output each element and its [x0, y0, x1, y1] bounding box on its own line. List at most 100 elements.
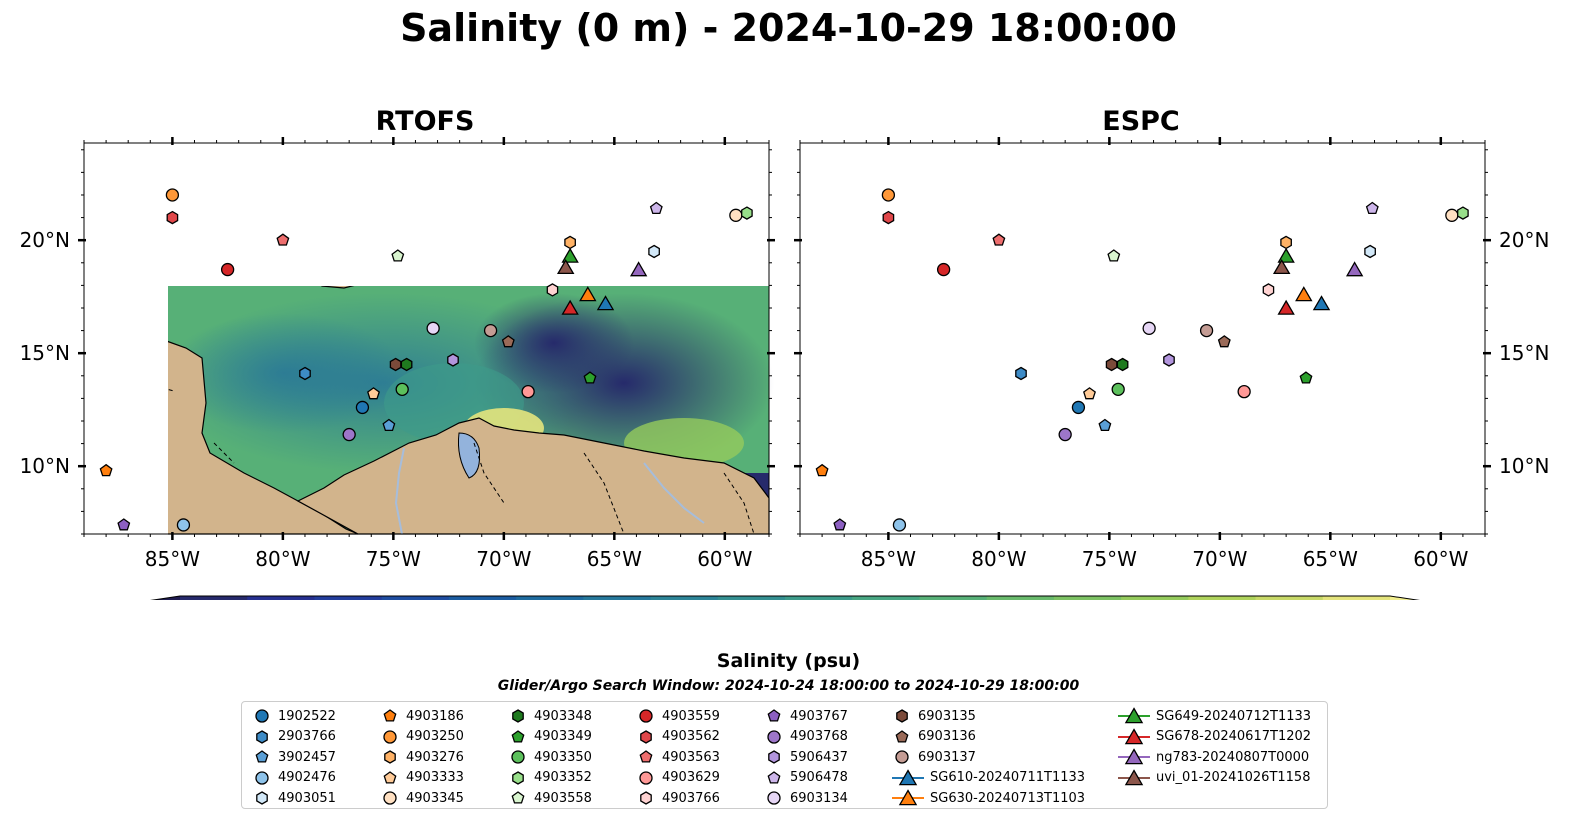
marker-4903276: [1280, 235, 1292, 250]
legend-label: 6903136: [918, 729, 976, 744]
colorbar-swatch: [1121, 596, 1189, 600]
legend-label: SG610-20240711T1133: [930, 770, 1086, 785]
legend-marker-icon: [256, 729, 268, 744]
marker-4903766: [1262, 283, 1275, 297]
legend-item: 4903349: [508, 727, 592, 747]
legend-marker-icon: [256, 791, 268, 805]
legend-marker-icon: [892, 768, 924, 785]
legend-marker-icon: [640, 791, 652, 805]
legend-item: 6903134: [764, 788, 848, 808]
marker-5906478: [649, 201, 663, 215]
marker-4903051: [648, 244, 660, 259]
legend-item: SG649-20240712T1133: [1118, 706, 1311, 726]
legend-marker-icon: [1118, 727, 1150, 744]
lat-tick-label-rtofs: 10°N: [20, 454, 70, 478]
legend-marker-shape: [512, 709, 524, 723]
lon-tick-label-espc: 65°W: [1303, 547, 1358, 571]
legend-item: 4903333: [380, 768, 464, 788]
legend-marker-icon: [639, 750, 653, 763]
marker-4903186: [99, 463, 113, 477]
marker-SG630-20240713T1103: [579, 286, 597, 302]
legend-marker-shape: [384, 750, 396, 764]
legend-item: 4903186: [380, 706, 464, 726]
colorbar-swatch: [381, 596, 450, 600]
legend-marker-icon: [895, 750, 909, 764]
legend-marker-icon: [896, 709, 908, 723]
legend-label: 6903135: [918, 708, 976, 724]
marker-4903768: [1058, 427, 1072, 442]
legend-marker-shape: [767, 709, 781, 722]
marker-4903558: [391, 249, 405, 262]
legend-item: uvi_01-20241026T1158: [1118, 768, 1310, 788]
legend-marker-shape: [1124, 768, 1144, 785]
lon-tick-label-rtofs: 65°W: [587, 547, 642, 571]
marker-SG610-20240711T1133: [596, 295, 615, 311]
legend-label: ng783-20240807T0000: [1156, 749, 1310, 765]
marker-SG630-20240713T1103: [1295, 286, 1313, 302]
marker-4903629: [521, 384, 535, 399]
marker-4903348: [1116, 357, 1129, 372]
legend-item: 5906478: [764, 768, 848, 788]
marker-4903559: [936, 262, 951, 277]
legend-label: 6903134: [790, 790, 848, 806]
marker-SG649-20240712T1133: [1277, 247, 1295, 263]
map-panel-rtofs: 85°W 80°W 75°W 70°W 65°W 60°W 20°N 15°N 10°N: [20, 137, 775, 571]
legend-marker-shape: [767, 770, 781, 784]
legend-marker-icon: [640, 729, 652, 744]
legend-marker-shape: [895, 750, 909, 764]
legend-marker-icon: [383, 709, 397, 722]
colorbar-swatch: [986, 596, 1055, 600]
legend-item: 4903350: [508, 747, 592, 767]
marker-6903135: [1105, 357, 1118, 372]
lon-tick-label-rtofs: 70°W: [476, 547, 531, 571]
legend-item: 4903558: [508, 788, 592, 808]
legend-item: 4903051: [252, 788, 336, 808]
marker-4902476: [892, 518, 907, 532]
marker-4903558: [1107, 249, 1121, 262]
legend-label: 4903350: [534, 749, 592, 765]
marker-uvi_01-20241026T1158: [556, 259, 575, 275]
legend-item: 1902522: [252, 706, 336, 726]
legend-marker-shape: [640, 729, 652, 744]
marker-4903563: [992, 233, 1006, 246]
marker-4903349: [583, 371, 597, 384]
marker-4903767: [117, 518, 131, 531]
legend-marker-shape: [767, 791, 781, 805]
marker-5906478: [1365, 201, 1379, 215]
lat-tick-label-espc: 20°N: [1499, 228, 1549, 252]
marker-4903629: [1237, 384, 1251, 399]
colorbar-swatch: [583, 596, 652, 600]
legend-label: 6903137: [918, 749, 976, 765]
marker-1902522: [355, 400, 370, 415]
colorbar-swatch: [919, 596, 988, 600]
legend-item: 4903767: [764, 706, 848, 726]
lat-tick-label-rtofs: 15°N: [20, 341, 70, 365]
legend-marker-shape: [767, 729, 781, 744]
colorbar-swatch: [852, 596, 921, 600]
marker-4903350: [395, 382, 409, 397]
legend-item: 5906437: [764, 747, 848, 767]
legend-label: 4902476: [278, 770, 336, 785]
legend-marker-shape: [383, 729, 397, 744]
marker-4903562: [166, 210, 179, 225]
colorbar-swatch: [785, 596, 853, 600]
colorbar-label: Salinity (psu): [716, 650, 861, 672]
legend-marker-shape: [512, 770, 524, 785]
legend-label: 4903349: [534, 729, 592, 744]
marker-4903333: [1083, 387, 1096, 400]
marker-6903137: [1199, 323, 1214, 338]
legend-marker-shape: [255, 750, 269, 763]
colorbar-swatch: [650, 596, 719, 600]
legend-marker-icon: [639, 709, 653, 723]
legend-label: 4903766: [662, 790, 720, 806]
lon-tick-label-espc: 85°W: [861, 547, 916, 571]
marker-6903136: [1217, 335, 1231, 348]
legend-marker-shape: [640, 791, 652, 805]
legend: 1902522 2903766 3902457 4902476 4903051 49031…: [241, 701, 1328, 809]
marker-SG610-20240711T1133: [1312, 295, 1331, 311]
legend-marker-shape: [639, 770, 653, 785]
marker-1902522: [1071, 400, 1086, 415]
lon-tick-label-rtofs: 85°W: [145, 547, 200, 571]
colorbar-swatch: [247, 596, 316, 600]
marker-4903186: [815, 463, 829, 477]
